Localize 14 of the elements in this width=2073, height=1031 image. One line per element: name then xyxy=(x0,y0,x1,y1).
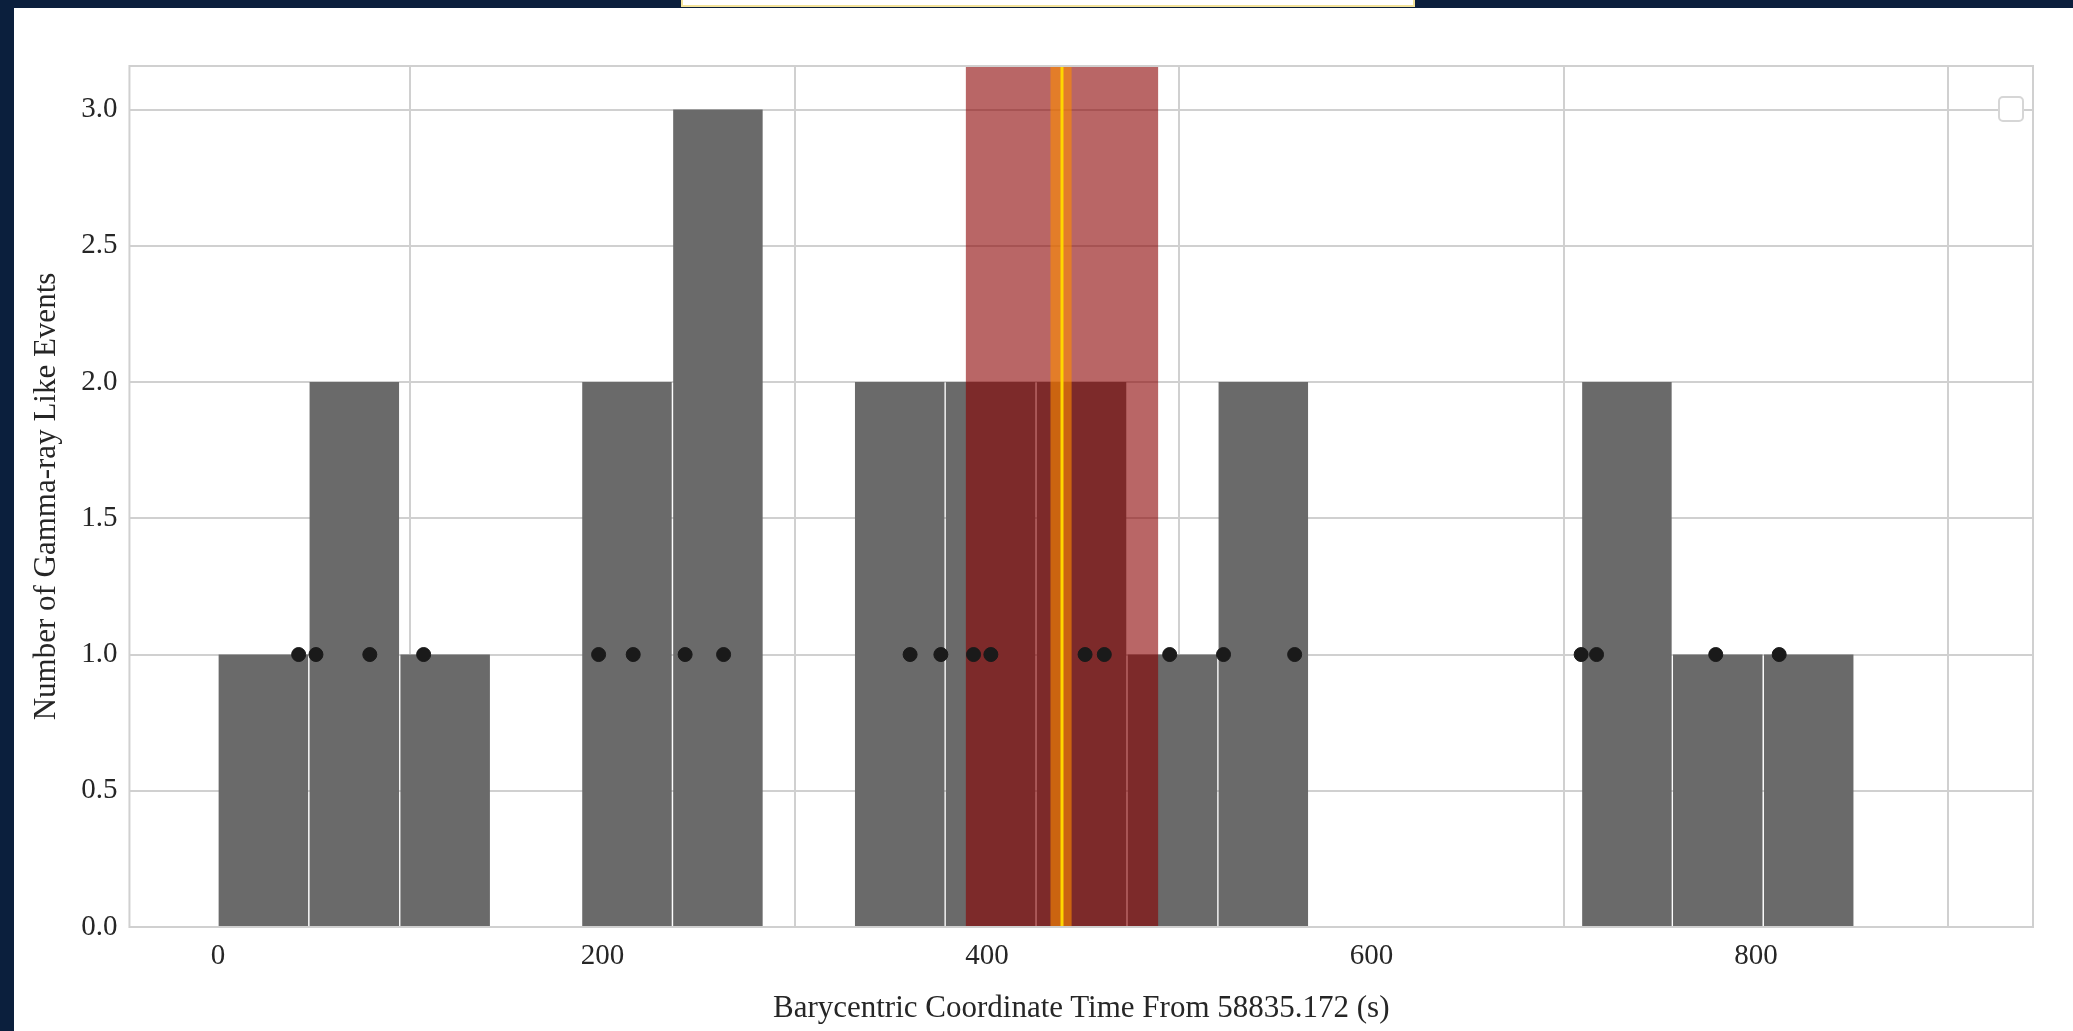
x-tick-label: 600 xyxy=(1349,938,1394,971)
y-tick-label: 3.0 xyxy=(81,91,118,124)
x-tick-label: 800 xyxy=(1734,938,1778,971)
y-tick-label: 2.0 xyxy=(81,363,118,396)
x-tick-label: 200 xyxy=(580,938,625,971)
y-axis-title: Number of Gamma-ray Like Events xyxy=(26,272,62,721)
x-tick-label: 0 xyxy=(210,938,226,971)
y-tick-label: 1.0 xyxy=(81,636,118,669)
x-tick-label: 400 xyxy=(965,938,1009,971)
y-tick-label: 2.5 xyxy=(81,227,118,260)
x-axis-title: Barycentric Coordinate Time From 58835.172 (s) xyxy=(772,988,1390,1024)
y-tick-label: 1.5 xyxy=(81,499,118,532)
y-tick-label: 0.0 xyxy=(81,908,118,941)
y-tick-label: 0.5 xyxy=(81,772,118,805)
